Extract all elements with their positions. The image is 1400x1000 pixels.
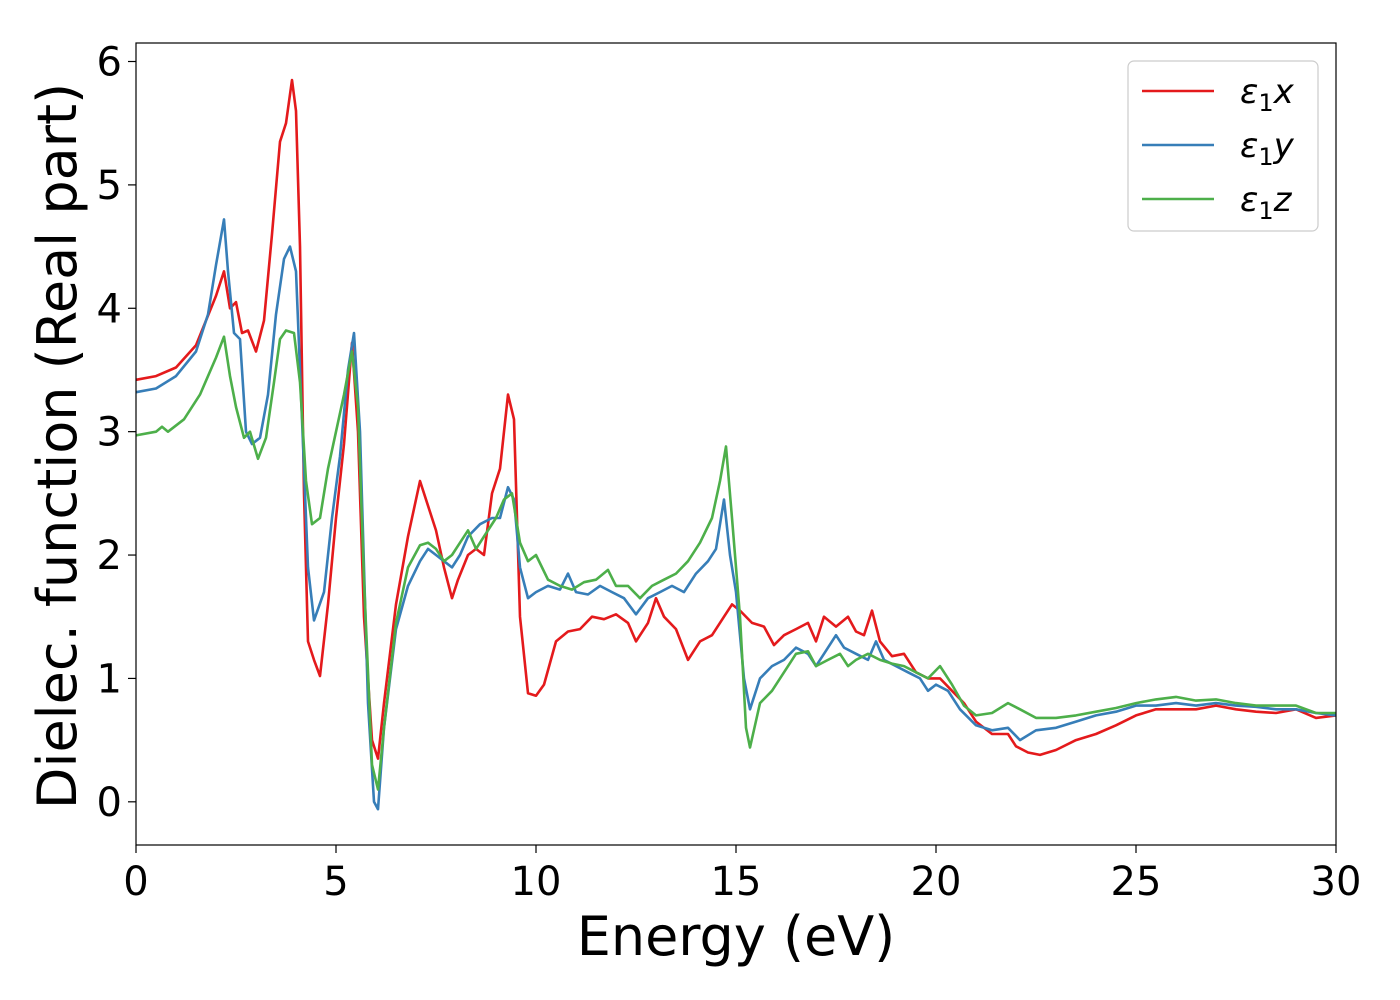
y-tick-label: 6	[97, 40, 122, 86]
series-layer	[135, 78, 1337, 811]
series-line-x	[135, 78, 1337, 760]
x-tick-label: 0	[123, 859, 148, 905]
plot-frame	[135, 42, 1337, 846]
x-tick-label: 5	[323, 859, 348, 905]
x-tick-label: 15	[711, 859, 762, 905]
legend: ε1x ε1y ε1z	[1127, 60, 1319, 232]
legend-label-x: ε1x	[1240, 72, 1295, 117]
x-axis-title: Energy (eV)	[577, 905, 896, 968]
y-tick-label: 4	[97, 286, 122, 332]
legend-box	[1127, 60, 1319, 232]
x-tick-label: 20	[911, 859, 962, 905]
y-axis-title: Dielec. function (Real part)	[26, 83, 89, 809]
y-tick-label: 1	[97, 656, 122, 702]
y-tick-label: 3	[97, 410, 122, 456]
x-tick-label: 10	[511, 859, 562, 905]
legend-label-z: ε1z	[1240, 180, 1293, 225]
ticks-layer: 0 5 10 15 20 25 30 0 1 2 3 4 5 6	[97, 40, 1362, 905]
x-tick-label: 25	[1111, 859, 1162, 905]
series-line-z	[135, 329, 1336, 791]
x-tick-label: 30	[1311, 859, 1362, 905]
y-tick-label: 5	[97, 163, 122, 209]
y-tick-label: 0	[97, 780, 122, 826]
legend-label-y: ε1y	[1240, 126, 1295, 171]
y-tick-label: 2	[97, 533, 122, 579]
